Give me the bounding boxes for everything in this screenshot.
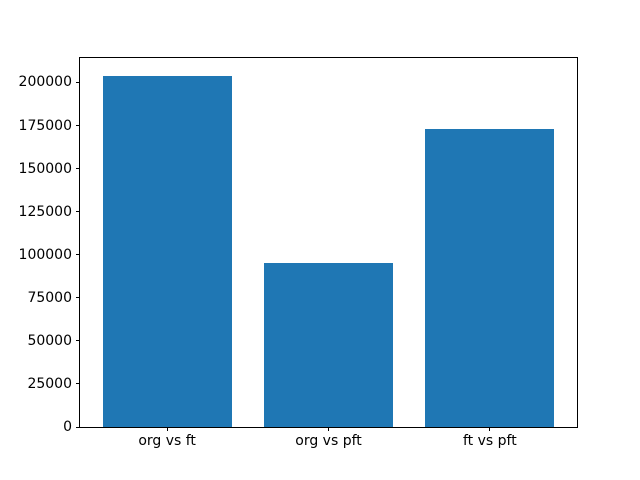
y-tick-mark (76, 254, 80, 256)
x-tick-label: org vs pft (295, 433, 362, 449)
y-tick-label: 25000 (27, 375, 72, 392)
y-tick-label: 150000 (18, 160, 72, 177)
y-tick-label: 0 (63, 419, 72, 435)
x-tick-label: org vs ft (138, 433, 196, 449)
y-tick-mark (76, 297, 80, 299)
bar-3 (425, 128, 555, 427)
y-tick-mark (76, 125, 80, 127)
x-tick-label: ft vs pft (463, 433, 517, 449)
x-tick-mark (166, 427, 168, 431)
y-tick-label: 125000 (18, 203, 72, 220)
y-tick-mark (76, 340, 80, 342)
bar-1 (102, 75, 232, 427)
y-tick-mark (76, 426, 80, 428)
y-tick-mark (76, 383, 80, 385)
y-tick-mark (76, 81, 80, 83)
x-tick-mark (489, 427, 491, 431)
x-tick-mark (328, 427, 329, 431)
y-tick-label: 175000 (18, 117, 72, 134)
y-tick-label: 100000 (18, 246, 72, 263)
y-tick-mark (76, 168, 80, 170)
y-tick-label: 200000 (18, 74, 72, 91)
plot-area (79, 57, 578, 428)
y-tick-label: 50000 (27, 332, 72, 349)
bar-2 (263, 263, 394, 427)
y-tick-mark (76, 211, 80, 213)
y-tick-label: 75000 (27, 289, 72, 306)
